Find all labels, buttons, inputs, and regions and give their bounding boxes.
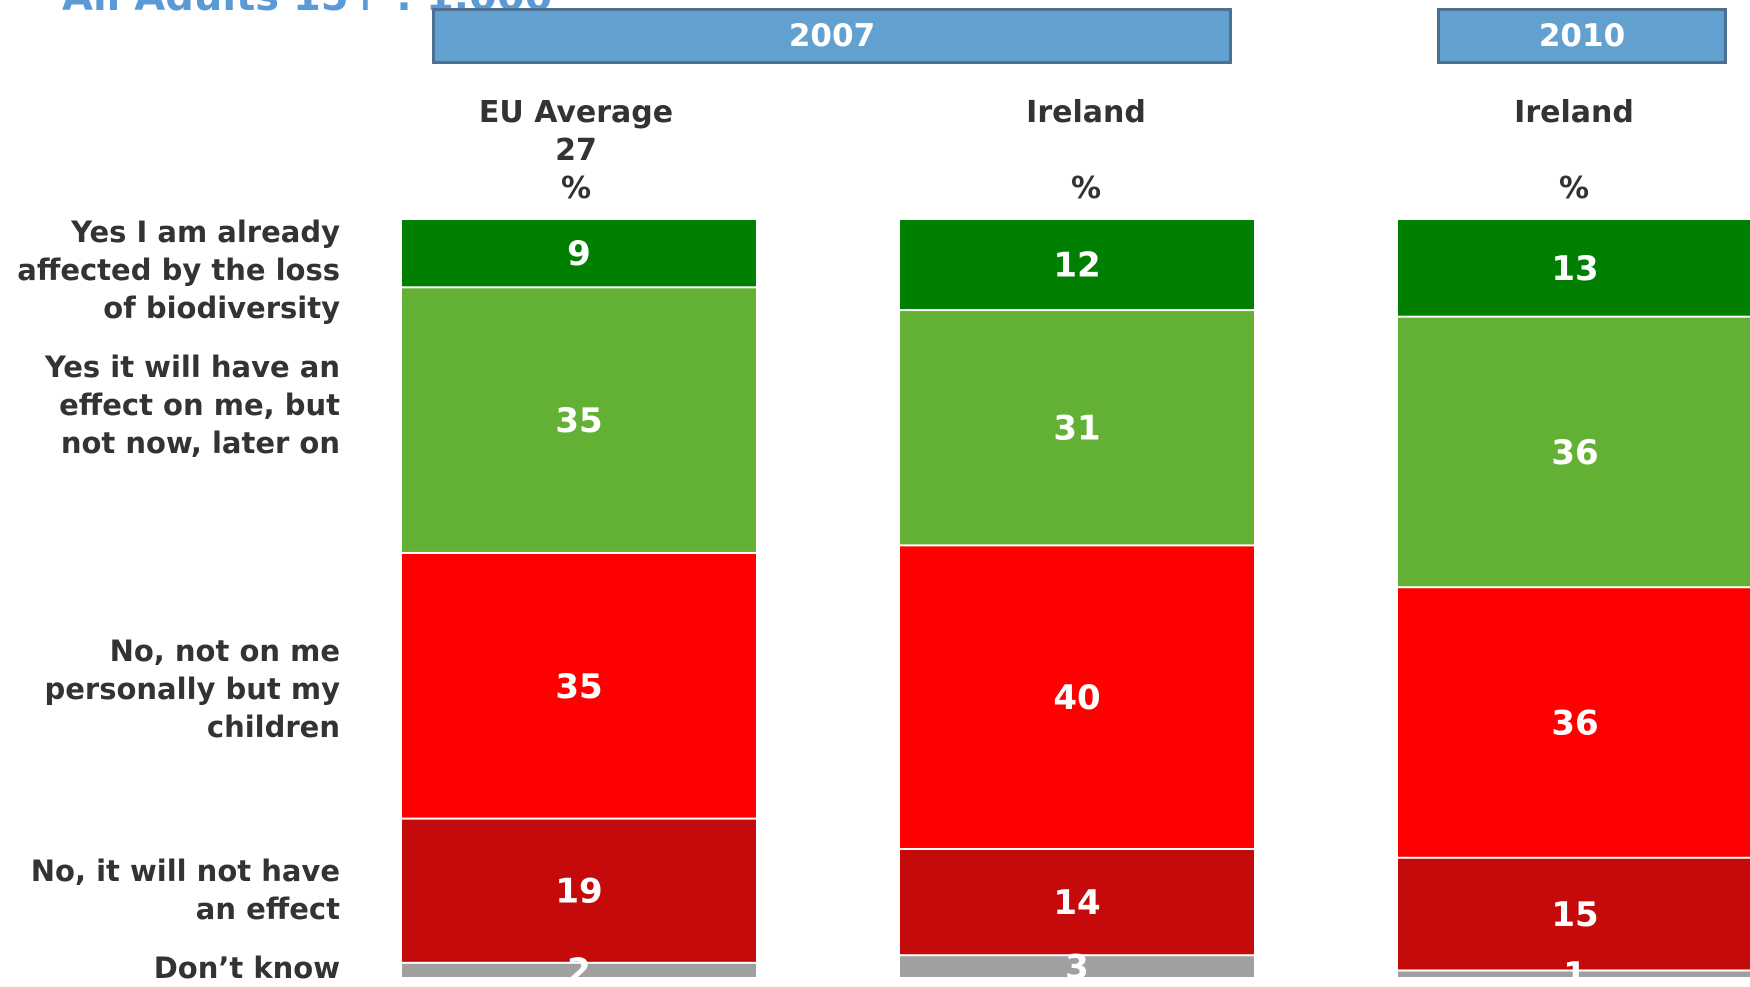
data-label-eu-average-yes-later: 35 xyxy=(555,401,602,441)
data-label-ireland-2010-yes-already: 13 xyxy=(1551,249,1598,289)
data-label-ireland-2010-yes-later: 36 xyxy=(1551,433,1598,473)
data-label-ireland-2010-no-effect: 15 xyxy=(1551,895,1598,935)
data-label-ireland-2010-no-children: 36 xyxy=(1551,703,1598,743)
data-label-ireland-2007-no-children: 40 xyxy=(1053,678,1100,718)
data-label-eu-average-yes-already: 9 xyxy=(567,234,591,274)
data-label-ireland-2007-dont-know: 3 xyxy=(1065,948,1089,983)
data-label-ireland-2007-yes-already: 12 xyxy=(1053,246,1100,286)
data-label-ireland-2007-no-effect: 14 xyxy=(1053,883,1100,923)
data-label-ireland-2007-yes-later: 31 xyxy=(1053,409,1100,449)
data-label-eu-average-no-children: 35 xyxy=(555,667,602,707)
data-label-eu-average-dont-know: 2 xyxy=(567,951,591,983)
data-label-eu-average-no-effect: 19 xyxy=(555,872,602,912)
data-label-ireland-2010-dont-know: 1 xyxy=(1563,955,1587,983)
